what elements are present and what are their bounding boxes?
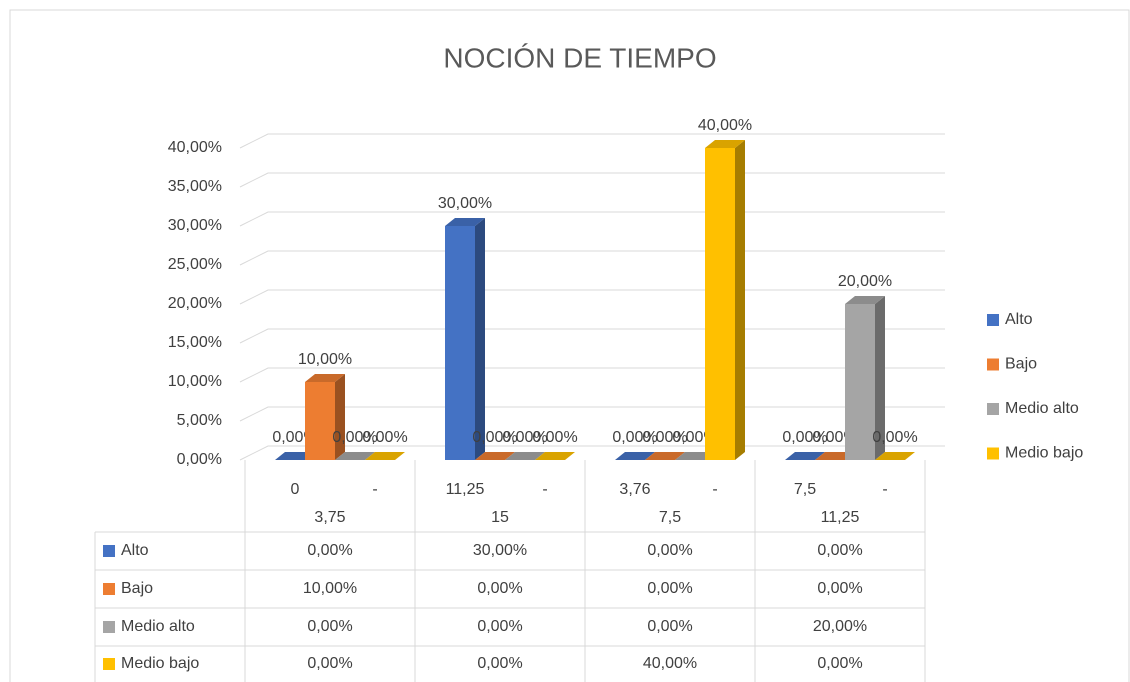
bar <box>445 218 485 460</box>
table-legend-key <box>103 583 115 595</box>
bar <box>705 140 745 460</box>
y-tick-label: 35,00% <box>168 178 222 195</box>
legend-label: Medio alto <box>1005 400 1079 417</box>
table-row-header: Bajo <box>121 580 153 597</box>
table-cell: 0,00% <box>817 542 862 559</box>
table-cell: 0,00% <box>647 580 692 597</box>
y-tick-label: 10,00% <box>168 373 222 390</box>
bar-face <box>535 452 575 460</box>
legend-key <box>987 314 999 326</box>
table-row-header: Medio alto <box>121 618 195 635</box>
data-label: 0,00% <box>782 429 827 446</box>
bar <box>875 452 915 460</box>
bar-face <box>365 452 405 460</box>
table-legend-key <box>103 545 115 557</box>
bar-face <box>875 452 915 460</box>
x-tick-label: 3,76 - 7,5 <box>619 481 722 526</box>
bar <box>505 452 545 460</box>
bar <box>305 374 345 460</box>
data-label: 0,00% <box>532 429 577 446</box>
y-tick-label: 25,00% <box>168 256 222 273</box>
bar-face <box>845 296 885 304</box>
table-cell: 0,00% <box>817 655 862 672</box>
table-cell: 40,00% <box>643 655 697 672</box>
bar-face <box>305 374 345 382</box>
data-label: 40,00% <box>698 117 752 134</box>
bar-face <box>335 452 375 460</box>
bar <box>785 452 825 460</box>
y-tick-label: 20,00% <box>168 295 222 312</box>
y-tick-label: 15,00% <box>168 334 222 351</box>
table-cell: 0,00% <box>817 580 862 597</box>
y-tick-label: 5,00% <box>177 412 222 429</box>
bar-face <box>475 452 515 460</box>
bar-face <box>845 304 875 460</box>
table-legend-key <box>103 621 115 633</box>
bar <box>615 452 655 460</box>
bar-face <box>445 218 485 226</box>
bar <box>645 452 685 460</box>
legend-key <box>987 358 999 371</box>
table-cell: 20,00% <box>813 618 867 635</box>
legend-key <box>987 447 999 460</box>
bar <box>335 452 375 460</box>
bar-face <box>735 140 745 460</box>
table-row-header: Alto <box>121 542 149 559</box>
data-label: 0,00% <box>362 429 407 446</box>
legend-label: Bajo <box>1005 356 1037 373</box>
x-tick-label: 11,25 - 15 <box>446 481 553 526</box>
bar <box>845 296 885 460</box>
data-label: 0,00% <box>612 429 657 446</box>
bar-face <box>875 296 885 460</box>
bar <box>475 452 515 460</box>
data-label: 0,00% <box>472 429 517 446</box>
grid-line <box>239 133 945 149</box>
bar-face <box>305 382 335 460</box>
bar-face <box>785 452 825 460</box>
bar-face <box>615 452 655 460</box>
y-tick-label: 40,00% <box>168 139 222 156</box>
y-tick-label: 30,00% <box>168 217 222 234</box>
data-label: 0,00% <box>332 429 377 446</box>
legend-label: Alto <box>1005 311 1033 328</box>
table-cell: 0,00% <box>647 542 692 559</box>
table-cell: 10,00% <box>303 580 357 597</box>
legend-key <box>987 403 999 415</box>
table-cell: 0,00% <box>477 655 522 672</box>
table-row-header: Medio bajo <box>121 655 199 672</box>
bar-face <box>445 226 475 460</box>
data-label: 20,00% <box>838 273 892 290</box>
data-label: 10,00% <box>298 351 352 368</box>
legend-label: Medio bajo <box>1005 445 1083 462</box>
bar-face <box>475 218 485 460</box>
bar-face <box>705 140 745 148</box>
bar <box>535 452 575 460</box>
data-label: 0,00% <box>872 429 917 446</box>
bar <box>365 452 405 460</box>
data-label: 0,00% <box>642 429 687 446</box>
table-cell: 0,00% <box>307 618 352 635</box>
table-cell: 0,00% <box>647 618 692 635</box>
table-cell: 30,00% <box>473 542 527 559</box>
bar-face <box>505 452 545 460</box>
data-label: 30,00% <box>438 195 492 212</box>
bar-face <box>645 452 685 460</box>
chart-title: NOCIÓN DE TIEMPO <box>443 42 716 73</box>
x-tick-label: 0 - 3,75 <box>291 481 383 526</box>
y-tick-label: 0,00% <box>177 451 222 468</box>
table-legend-key <box>103 658 115 670</box>
table-cell: 0,00% <box>477 580 522 597</box>
table-cell: 0,00% <box>477 618 522 635</box>
table-cell: 0,00% <box>307 655 352 672</box>
bar-face <box>335 374 345 460</box>
bar-face <box>705 148 735 460</box>
x-tick-label: 7,5 - 11,25 <box>794 481 892 526</box>
table-cell: 0,00% <box>307 542 352 559</box>
data-label: 0,00% <box>502 429 547 446</box>
